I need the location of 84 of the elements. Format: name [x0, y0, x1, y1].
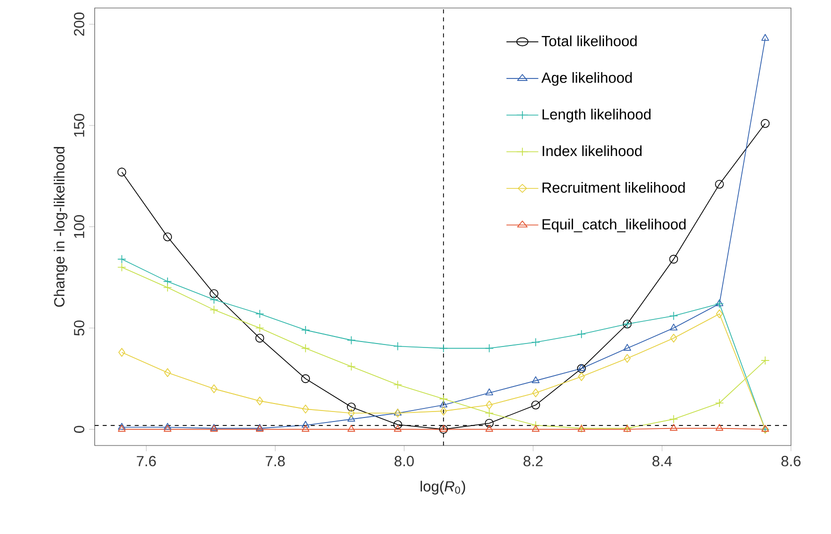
point [163, 277, 172, 286]
point [347, 415, 356, 422]
x-axis-title: log(R$_{0}$) [420, 481, 466, 495]
point [669, 312, 678, 320]
point [439, 344, 448, 353]
point [393, 420, 402, 430]
point [761, 34, 770, 42]
point [393, 342, 402, 351]
y-tick-label: 200 [74, 12, 84, 36]
point [485, 388, 494, 396]
point [716, 424, 724, 431]
point [394, 425, 402, 432]
point [439, 394, 448, 404]
point [485, 425, 494, 432]
legend-label: Total likelihood [542, 36, 637, 46]
x-tick-label: 8.4 [652, 456, 672, 467]
point [670, 424, 678, 431]
point [118, 348, 126, 357]
x-tick-label: 7.6 [136, 456, 156, 467]
point [578, 372, 585, 382]
point [302, 421, 310, 428]
point [163, 283, 172, 292]
point [486, 400, 493, 410]
y-tick-label: 50 [74, 320, 84, 336]
point [256, 396, 264, 406]
point [715, 398, 724, 408]
y-tick-label: 150 [74, 114, 84, 137]
point [531, 400, 540, 410]
point [301, 326, 310, 335]
point [670, 324, 678, 331]
y-axis-title: Change in -log-likelihood [54, 147, 68, 307]
point [164, 368, 171, 378]
point [760, 119, 770, 128]
point [117, 263, 126, 272]
point [346, 402, 356, 412]
point [346, 336, 356, 345]
point [670, 334, 678, 343]
point [255, 334, 264, 343]
x-tick-label: 8.2 [524, 456, 543, 467]
x-tick-label: 8.6 [781, 456, 801, 467]
point [255, 324, 264, 333]
point [532, 388, 540, 398]
point [346, 362, 356, 372]
point [210, 306, 218, 314]
point [484, 419, 494, 428]
legend-label: Age likelihood [541, 72, 632, 86]
point [440, 400, 448, 408]
point [484, 408, 494, 418]
point [393, 380, 402, 390]
point [348, 408, 355, 418]
point [210, 384, 218, 394]
point [210, 295, 218, 304]
y-tick-label: 0 [74, 426, 84, 434]
point [484, 344, 494, 353]
legend-label: Recruitment likelihood [542, 182, 685, 194]
point [531, 338, 540, 347]
point [210, 289, 218, 298]
point [117, 168, 126, 177]
point [255, 310, 264, 318]
point [532, 425, 540, 432]
point [347, 425, 356, 432]
point [302, 404, 309, 414]
legend-label: Index likelihood [542, 146, 642, 156]
point [669, 254, 678, 264]
legend-label: Length likelihood [542, 108, 651, 123]
point [301, 344, 310, 353]
point [669, 415, 678, 424]
point [577, 330, 586, 339]
point [624, 354, 631, 364]
x-tick-label: 8.0 [394, 456, 414, 467]
point [532, 376, 540, 384]
point [302, 425, 310, 432]
point [531, 421, 540, 430]
point [117, 254, 126, 264]
point [760, 356, 770, 366]
point [716, 310, 723, 318]
legend-label: Equil_catch_likelihood [542, 218, 686, 233]
x-tick-label: 7.8 [266, 456, 285, 467]
point [163, 232, 172, 242]
y-tick-label: 100 [74, 215, 84, 238]
point [440, 406, 447, 416]
point [301, 374, 310, 384]
point [715, 180, 724, 189]
point [623, 344, 632, 351]
